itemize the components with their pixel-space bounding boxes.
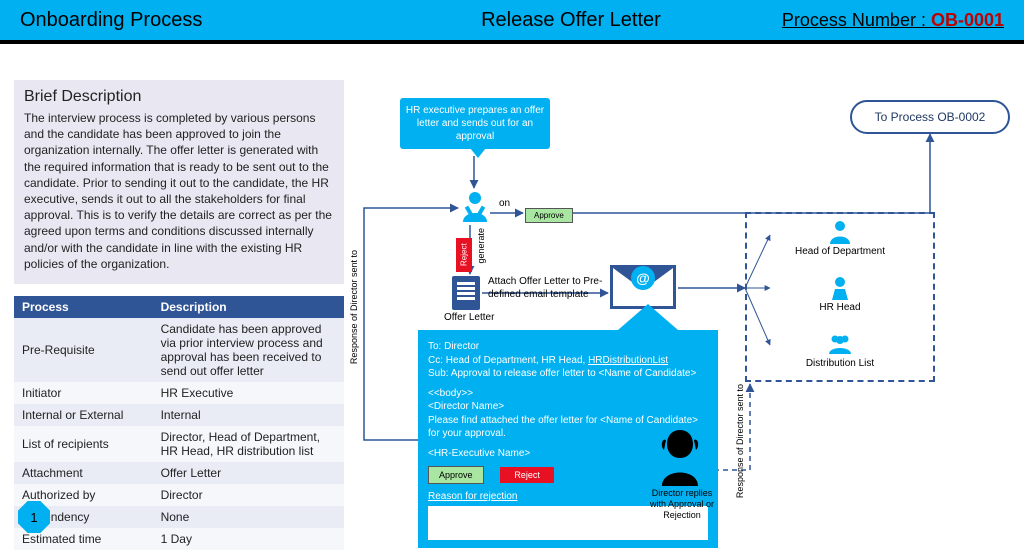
director-icon [652, 426, 708, 486]
table-row: AttachmentOffer Letter [14, 462, 344, 484]
generate-label: generate [476, 228, 486, 264]
process-table: Process Description Pre-RequisiteCandida… [14, 296, 344, 550]
brief-title: Brief Description [24, 88, 334, 106]
response-label-right: Response of Director sent to [736, 384, 746, 498]
recipient-hr-head: HR Head [760, 274, 920, 313]
person-icon [827, 218, 853, 244]
table-row: DependencyNone [14, 506, 344, 528]
email-body-open: <<body>> [428, 387, 708, 401]
header-divider [0, 40, 1024, 44]
left-column: Brief Description The interview process … [14, 80, 344, 550]
table-row: InitiatorHR Executive [14, 382, 344, 404]
hr-executive-icon [460, 190, 490, 222]
brief-description-box: Brief Description The interview process … [14, 80, 344, 284]
email-to: To: Director [428, 340, 708, 354]
approve-button[interactable]: Approve [428, 466, 484, 484]
th-description: Description [153, 296, 344, 318]
flow-area: HR executive prepares an offer letter an… [350, 60, 1018, 543]
table-row: Internal or ExternalInternal [14, 404, 344, 426]
email-cc: Cc: Head of Department, HR Head, HRDistr… [428, 354, 708, 368]
table-row: Pre-RequisiteCandidate has been approved… [14, 318, 344, 382]
envelope-at-icon: @ [631, 266, 655, 290]
process-number-label: Process Number : [782, 10, 931, 30]
reject-chip-vertical[interactable]: Reject [456, 238, 472, 272]
recipient-distribution-list: Distribution List [760, 330, 920, 369]
response-label-left: Response of Director sent to [350, 250, 360, 364]
header-left-title: Onboarding Process [20, 9, 360, 32]
hr-note-box: HR executive prepares an offer letter an… [400, 98, 550, 149]
group-icon [827, 330, 853, 356]
reject-button[interactable]: Reject [500, 467, 554, 483]
on-label: on [499, 198, 510, 209]
process-number-value[interactable]: OB-0001 [931, 10, 1004, 30]
table-row: Estimated time1 Day [14, 528, 344, 550]
table-row: List of recipientsDirector, Head of Depa… [14, 426, 344, 462]
header-right: Process Number : OB-0001 [782, 10, 1004, 31]
email-subject: Sub: Approval to release offer letter to… [428, 367, 708, 381]
approve-chip-top[interactable]: Approve [525, 208, 573, 223]
header-bar: Onboarding Process Release Offer Letter … [0, 0, 1024, 40]
table-row: Authorized byDirector [14, 484, 344, 506]
person-female-icon [827, 274, 853, 300]
director-label: Director replies with Approval or Reject… [646, 488, 718, 520]
brief-text: The interview process is completed by va… [24, 110, 334, 272]
distribution-list-link[interactable]: HRDistributionList [588, 355, 668, 366]
th-process: Process [14, 296, 153, 318]
email-director-name: <Director Name> [428, 400, 708, 414]
offer-letter-doc-icon [452, 276, 480, 310]
attach-label: Attach Offer Letter to Pre-defined email… [488, 276, 618, 301]
next-process-link[interactable]: To Process OB-0002 [850, 100, 1010, 134]
offer-letter-label: Offer Letter [444, 312, 494, 323]
note-tail [470, 148, 486, 158]
recipient-hod: Head of Department [760, 218, 920, 257]
header-center-title: Release Offer Letter [360, 9, 782, 32]
